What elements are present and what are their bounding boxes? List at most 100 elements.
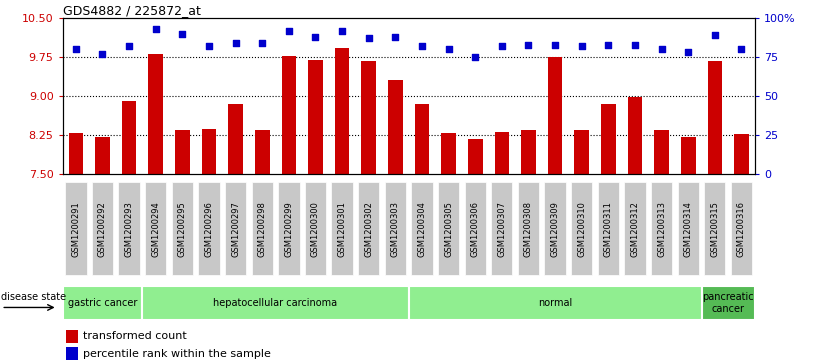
Point	[149, 26, 163, 32]
Point	[601, 42, 615, 48]
Text: GSM1200300: GSM1200300	[311, 201, 320, 257]
Text: GDS4882 / 225872_at: GDS4882 / 225872_at	[63, 4, 200, 17]
Bar	[388, 79, 403, 174]
FancyBboxPatch shape	[65, 182, 87, 276]
FancyBboxPatch shape	[651, 182, 672, 276]
Bar	[495, 131, 510, 174]
Text: GSM1200305: GSM1200305	[444, 201, 453, 257]
FancyBboxPatch shape	[331, 182, 353, 276]
Bar	[654, 130, 669, 174]
Text: GSM1200316: GSM1200316	[737, 201, 746, 257]
FancyBboxPatch shape	[143, 286, 409, 320]
Point	[708, 32, 721, 38]
Text: GSM1200295: GSM1200295	[178, 201, 187, 257]
Bar	[202, 129, 216, 174]
Bar	[282, 56, 296, 174]
Text: GSM1200296: GSM1200296	[204, 201, 214, 257]
Bar	[468, 139, 483, 174]
Bar	[175, 130, 189, 174]
Point	[96, 51, 109, 57]
Text: GSM1200307: GSM1200307	[497, 201, 506, 257]
FancyBboxPatch shape	[491, 182, 512, 276]
FancyBboxPatch shape	[225, 182, 246, 276]
Point	[255, 40, 269, 46]
Point	[628, 42, 641, 48]
Point	[282, 28, 295, 33]
Text: GSM1200302: GSM1200302	[364, 201, 374, 257]
Bar	[148, 53, 163, 174]
Bar	[334, 48, 349, 174]
FancyBboxPatch shape	[701, 286, 755, 320]
Point	[681, 50, 695, 56]
Point	[655, 46, 668, 52]
Text: pancreatic
cancer: pancreatic cancer	[702, 292, 754, 314]
FancyBboxPatch shape	[704, 182, 726, 276]
Bar	[95, 137, 110, 174]
Bar	[122, 101, 137, 174]
Text: GSM1200310: GSM1200310	[577, 201, 586, 257]
FancyBboxPatch shape	[731, 182, 752, 276]
Text: GSM1200314: GSM1200314	[684, 201, 693, 257]
Text: transformed count: transformed count	[83, 331, 187, 342]
Point	[335, 28, 349, 33]
FancyBboxPatch shape	[465, 182, 486, 276]
FancyBboxPatch shape	[63, 286, 143, 320]
Text: GSM1200312: GSM1200312	[631, 201, 640, 257]
Point	[203, 43, 216, 49]
Bar	[601, 104, 615, 174]
FancyBboxPatch shape	[279, 182, 299, 276]
Text: GSM1200306: GSM1200306	[470, 201, 480, 257]
FancyBboxPatch shape	[92, 182, 113, 276]
FancyBboxPatch shape	[677, 182, 699, 276]
Point	[176, 31, 189, 37]
FancyBboxPatch shape	[545, 182, 565, 276]
Bar	[441, 132, 456, 174]
Text: GSM1200294: GSM1200294	[151, 201, 160, 257]
Point	[389, 34, 402, 40]
Point	[362, 36, 375, 41]
Bar	[548, 57, 562, 174]
Bar	[414, 104, 430, 174]
Text: percentile rank within the sample: percentile rank within the sample	[83, 349, 271, 359]
Text: GSM1200293: GSM1200293	[124, 201, 133, 257]
Text: disease state: disease state	[1, 292, 67, 302]
FancyBboxPatch shape	[172, 182, 193, 276]
FancyBboxPatch shape	[384, 182, 406, 276]
Point	[549, 42, 562, 48]
FancyBboxPatch shape	[305, 182, 326, 276]
Bar	[66, 330, 78, 343]
FancyBboxPatch shape	[145, 182, 167, 276]
Text: GSM1200311: GSM1200311	[604, 201, 613, 257]
FancyBboxPatch shape	[518, 182, 539, 276]
Bar	[308, 60, 323, 174]
Bar	[521, 130, 535, 174]
Point	[495, 43, 509, 49]
Text: GSM1200309: GSM1200309	[550, 201, 560, 257]
Text: GSM1200303: GSM1200303	[391, 201, 399, 257]
Point	[123, 43, 136, 49]
Text: GSM1200304: GSM1200304	[418, 201, 426, 257]
FancyBboxPatch shape	[571, 182, 592, 276]
Text: GSM1200301: GSM1200301	[338, 201, 347, 257]
Point	[575, 43, 589, 49]
Point	[469, 54, 482, 60]
FancyBboxPatch shape	[625, 182, 646, 276]
Bar	[229, 104, 243, 174]
Bar	[628, 97, 642, 174]
Text: GSM1200291: GSM1200291	[72, 201, 80, 257]
FancyBboxPatch shape	[198, 182, 219, 276]
Text: GSM1200315: GSM1200315	[711, 201, 720, 257]
Point	[229, 40, 243, 46]
Point	[522, 42, 535, 48]
Text: GSM1200308: GSM1200308	[524, 201, 533, 257]
FancyBboxPatch shape	[358, 182, 379, 276]
Point	[309, 34, 322, 40]
Text: hepatocellular carcinoma: hepatocellular carcinoma	[214, 298, 338, 308]
Bar	[255, 130, 269, 174]
Bar	[66, 347, 78, 360]
Bar	[361, 61, 376, 174]
Point	[442, 46, 455, 52]
FancyBboxPatch shape	[252, 182, 273, 276]
Text: normal: normal	[538, 298, 572, 308]
FancyBboxPatch shape	[411, 182, 433, 276]
